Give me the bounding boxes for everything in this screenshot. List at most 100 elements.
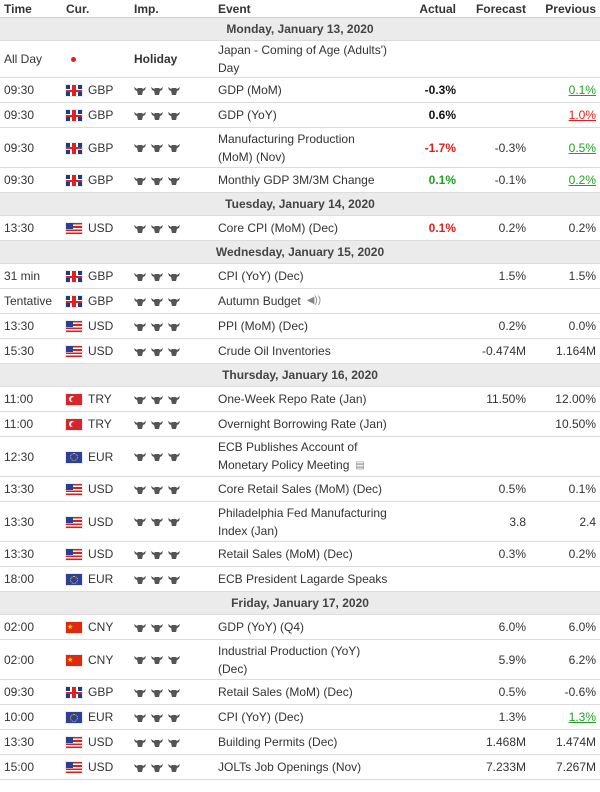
event-row[interactable]: 09:30 GBP GDP (MoM) -0.3% 0.1% xyxy=(0,77,600,103)
event-row[interactable]: 09:30 GBP Manufacturing Production (MoM) (N… xyxy=(0,127,600,168)
col-previous[interactable]: Previous xyxy=(530,0,600,18)
event-name[interactable]: Crude Oil Inventories xyxy=(214,338,406,364)
event-name[interactable]: Philadelphia Fed Manufacturing Index (Jan… xyxy=(214,501,406,542)
event-row[interactable]: 15:00 USD JOLTs Job Openings (Nov) 7.233M 7.… xyxy=(0,754,600,780)
event-name-line: PPI (MoM) (Dec) xyxy=(218,319,308,333)
event-name[interactable]: ECB President Lagarde Speaks xyxy=(214,566,406,592)
event-time: 13:30 xyxy=(0,215,62,241)
event-name[interactable]: GDP (YoY) xyxy=(214,102,406,128)
bull-icon xyxy=(151,143,163,153)
event-name-line: Autumn Budget ◀)) xyxy=(218,292,402,311)
event-actual xyxy=(406,386,460,412)
event-row[interactable]: 02:00 CNY Industrial Production (YoY) (Dec)… xyxy=(0,639,600,680)
event-row[interactable]: 13:30 USD Philadelphia Fed Manufacturing In… xyxy=(0,501,600,542)
col-forecast[interactable]: Forecast xyxy=(460,0,530,18)
event-name[interactable]: GDP (MoM) xyxy=(214,77,406,103)
event-name[interactable]: CPI (YoY) (Dec) xyxy=(214,704,406,730)
event-time: 10:00 xyxy=(0,704,62,730)
event-name[interactable]: Autumn Budget ◀)) xyxy=(214,288,406,314)
event-row[interactable]: 11:00 TRY One-Week Repo Rate (Jan) 11.50% 12… xyxy=(0,386,600,412)
bull-icon xyxy=(134,322,146,332)
bull-icon xyxy=(134,420,146,430)
event-forecast xyxy=(460,102,530,128)
event-name[interactable]: CPI (YoY) (Dec) xyxy=(214,263,406,289)
event-name[interactable]: Manufacturing Production (MoM) (Nov) xyxy=(214,127,406,168)
bull-icon xyxy=(151,297,163,307)
bull-icon xyxy=(168,297,180,307)
event-name[interactable]: Retail Sales (MoM) (Dec) xyxy=(214,679,406,705)
event-name[interactable]: Core Retail Sales (MoM) (Dec) xyxy=(214,476,406,502)
event-time: 13:30 xyxy=(0,501,62,542)
event-currency-cell: EUR xyxy=(62,704,130,730)
event-name[interactable]: Japan - Coming of Age (Adults') Day xyxy=(214,40,406,78)
event-name[interactable]: Monthly GDP 3M/3M Change xyxy=(214,167,406,193)
event-row[interactable]: 18:00 EUR ECB President Lagarde Speaks xyxy=(0,566,600,592)
col-actual[interactable]: Actual xyxy=(406,0,460,18)
flag-us-icon xyxy=(66,516,82,528)
event-row[interactable]: 13:30 USD Core CPI (MoM) (Dec) 0.1% 0.2% 0.2% xyxy=(0,215,600,241)
event-currency-cell: GBP xyxy=(62,127,130,168)
event-name[interactable]: Industrial Production (YoY) (Dec) xyxy=(214,639,406,680)
event-name-line: (Dec) xyxy=(218,661,248,676)
event-currency: GBP xyxy=(88,685,114,699)
event-name[interactable]: One-Week Repo Rate (Jan) xyxy=(214,386,406,412)
event-row[interactable]: 15:30 USD Crude Oil Inventories -0.474M 1.16… xyxy=(0,338,600,364)
event-row[interactable]: 09:30 GBP Monthly GDP 3M/3M Change 0.1% -0.1… xyxy=(0,167,600,193)
col-event[interactable]: Event xyxy=(214,0,406,18)
event-row[interactable]: 09:30 GBP GDP (YoY) 0.6% 1.0% xyxy=(0,102,600,128)
col-time[interactable]: Time xyxy=(0,0,62,18)
event-name[interactable]: Building Permits (Dec) xyxy=(214,729,406,755)
event-name[interactable]: PPI (MoM) (Dec) xyxy=(214,313,406,339)
event-row[interactable]: 13:30 USD Retail Sales (MoM) (Dec) 0.3% 0.2% xyxy=(0,541,600,567)
event-name[interactable]: JOLTs Job Openings (Nov) xyxy=(214,754,406,780)
bull-icon xyxy=(151,224,163,234)
event-forecast: 1.468M xyxy=(460,729,530,755)
event-previous: 1.5% xyxy=(530,263,600,289)
bull-icon xyxy=(151,713,163,723)
event-currency-cell: TRY xyxy=(62,386,130,412)
event-name[interactable]: Overnight Borrowing Rate (Jan) xyxy=(214,411,406,437)
event-name[interactable]: Core CPI (MoM) (Dec) xyxy=(214,215,406,241)
event-importance xyxy=(130,77,214,103)
event-actual xyxy=(406,436,460,477)
day-label: Thursday, January 16, 2020 xyxy=(0,363,600,387)
event-row[interactable]: 02:00 CNY GDP (YoY) (Q4) 6.0% 6.0% xyxy=(0,614,600,640)
event-previous-value: 0.0% xyxy=(568,319,596,333)
event-name-line: Overnight Borrowing Rate (Jan) xyxy=(218,417,387,431)
flag-us-icon xyxy=(66,346,82,358)
event-row[interactable]: 13:30 USD Core Retail Sales (MoM) (Dec) 0.5… xyxy=(0,476,600,502)
flag-us-icon xyxy=(66,321,82,333)
event-name[interactable]: ECB Publishes Account of Monetary Policy … xyxy=(214,436,406,477)
event-row[interactable]: 10:00 EUR CPI (YoY) (Dec) 1.3% 1.3% xyxy=(0,704,600,730)
event-previous: 1.164M xyxy=(530,338,600,364)
event-previous: 0.2% xyxy=(530,215,600,241)
event-row[interactable]: Tentative GBP Autumn Budget ◀)) xyxy=(0,288,600,314)
event-name-line: ECB Publishes Account of xyxy=(218,440,358,455)
event-time: 11:00 xyxy=(0,386,62,412)
event-currency: USD xyxy=(88,482,114,496)
event-importance xyxy=(130,263,214,289)
flag-gb-icon xyxy=(66,142,82,154)
event-name-line: CPI (YoY) (Dec) xyxy=(218,710,304,724)
event-row[interactable]: 31 min GBP CPI (YoY) (Dec) 1.5% 1.5% xyxy=(0,263,600,289)
event-currency: USD xyxy=(88,735,114,749)
event-row[interactable]: 13:30 USD Building Permits (Dec) 1.468M 1.47… xyxy=(0,729,600,755)
event-currency-cell: CNY xyxy=(62,614,130,640)
event-currency: GBP xyxy=(88,140,114,155)
col-importance[interactable]: Imp. xyxy=(130,0,214,18)
event-name[interactable]: Retail Sales (MoM) (Dec) xyxy=(214,541,406,567)
event-row[interactable]: All Day Holiday Japan - Coming of Age (Adu… xyxy=(0,40,600,78)
event-time: 02:00 xyxy=(0,639,62,680)
event-row[interactable]: 09:30 GBP Retail Sales (MoM) (Dec) 0.5% -0.6… xyxy=(0,679,600,705)
event-row[interactable]: 13:30 USD PPI (MoM) (Dec) 0.2% 0.0% xyxy=(0,313,600,339)
col-currency[interactable]: Cur. xyxy=(62,0,130,18)
event-currency-cell: TRY xyxy=(62,411,130,437)
event-previous-value: 0.2% xyxy=(568,173,596,187)
event-forecast: 1.3% xyxy=(460,704,530,730)
event-name[interactable]: GDP (YoY) (Q4) xyxy=(214,614,406,640)
event-row[interactable]: 12:30 EUR ECB Publishes Account of Monetary… xyxy=(0,436,600,477)
event-row[interactable]: 11:00 TRY Overnight Borrowing Rate (Jan) 10… xyxy=(0,411,600,437)
event-previous: 1.3% xyxy=(530,704,600,730)
event-importance xyxy=(130,679,214,705)
bull-icon xyxy=(168,485,180,495)
